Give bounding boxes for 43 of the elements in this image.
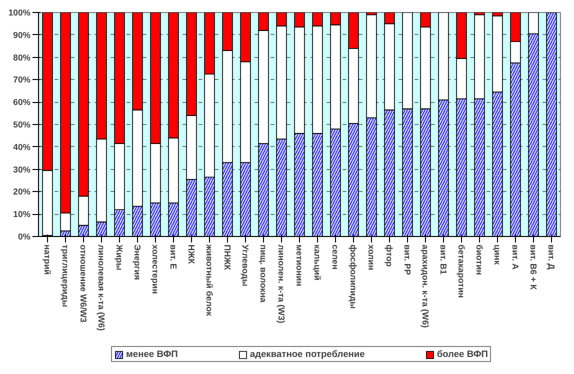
x-tick-label: вит. В1: [438, 244, 448, 275]
y-tick-label: 40%: [13, 142, 31, 152]
x-tick-label: биотин: [474, 244, 484, 276]
x-tick-label: Углеводы: [240, 244, 250, 286]
y-tick-label: 30%: [13, 164, 31, 174]
x-tick-label: ПНЖК: [222, 244, 232, 271]
x-tick-label: вит. РР: [402, 244, 412, 276]
x-tick-label: фтор: [384, 244, 394, 267]
y-tick-label: 90%: [13, 30, 31, 40]
y-tick-label: 10%: [13, 209, 31, 220]
x-tick-label: триглицериды: [60, 244, 70, 308]
x-tick-label: бетакаротин: [456, 244, 466, 298]
x-tick-label: кальций: [312, 244, 322, 280]
x-tick-label: фосфолипиды: [348, 244, 358, 309]
x-tick-label: метионин: [294, 244, 304, 286]
x-tick-label: Жиры: [114, 244, 124, 270]
x-tick-label: натрий: [42, 244, 52, 275]
x-tick-label: линолевая к-та (W6): [96, 244, 106, 331]
x-tick-label: вит. А: [510, 244, 520, 270]
x-tick-label: арахидон. к-та (W6): [420, 244, 430, 328]
x-tick-label: НЖК: [186, 244, 196, 265]
x-tick-label: вит. Е: [168, 244, 178, 270]
x-tick-label: пищ. волокна: [258, 244, 268, 303]
x-tick-label: вит. В6 + К: [528, 244, 538, 290]
y-tick-label: 70%: [13, 74, 31, 85]
x-tick-label: селен: [330, 244, 340, 270]
y-tick-label: 20%: [13, 186, 31, 197]
legend-label: менее ВФП: [126, 349, 178, 359]
x-tick-label: холестерин: [150, 244, 160, 294]
y-tick-label: 0%: [18, 232, 31, 242]
x-tick-label: линолен. к-та (W3): [276, 244, 286, 324]
y-tick-label: 60%: [13, 97, 31, 108]
x-tick-label: цинк: [492, 244, 502, 266]
x-tick-label: холин: [366, 244, 376, 270]
legend-label: адекватное потребление: [250, 349, 365, 359]
y-tick-label: 100%: [8, 8, 31, 18]
x-tick-label: вит. Д: [546, 244, 556, 270]
x-tick-label: Энергия: [132, 244, 142, 280]
y-tick-label: 80%: [13, 52, 31, 62]
x-tick-label: животный белок: [204, 244, 214, 317]
y-tick-label: 50%: [13, 120, 31, 130]
x-tick-label: отношение W6/W3: [78, 244, 88, 323]
legend-label: более ВФП: [436, 349, 488, 359]
